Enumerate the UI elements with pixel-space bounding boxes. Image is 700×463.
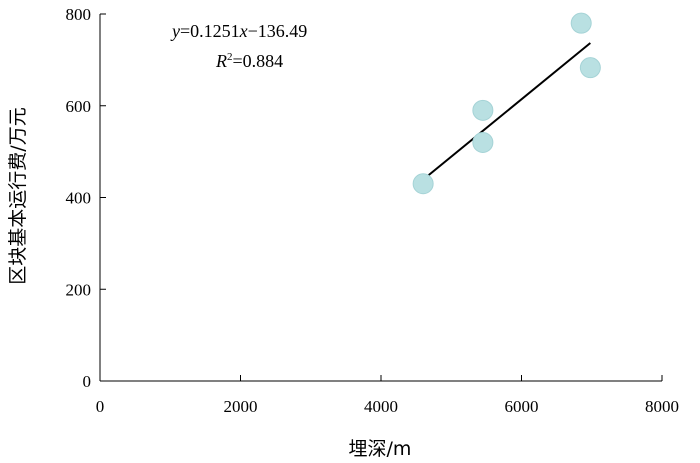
y-tick-label-4: 800 [66, 5, 92, 24]
equation-text: y=0.1251x−136.49 [170, 21, 307, 41]
r-squared-text: R2=0.884 [215, 51, 283, 71]
data-points [412, 12, 601, 195]
y-tick-label-2: 400 [66, 189, 92, 208]
y-tick-label-0: 0 [83, 372, 92, 391]
y-ticks: 0 200 400 600 800 [66, 5, 106, 391]
x-axis-label: 埋深/m [349, 438, 412, 460]
trend-line [422, 42, 591, 181]
data-point-4 [579, 57, 601, 79]
data-point-1 [472, 99, 494, 121]
data-point-3 [570, 12, 592, 34]
y-tick-label-3: 600 [66, 97, 92, 116]
x-ticks: 0 2000 4000 6000 8000 [96, 375, 679, 416]
x-tick-label-2: 4000 [364, 397, 398, 416]
data-point-0 [412, 173, 434, 195]
y-axis-label: 区块基本运行费/万元 [7, 107, 29, 284]
x-tick-label-1: 2000 [224, 397, 258, 416]
x-tick-label-0: 0 [96, 397, 105, 416]
data-point-2 [472, 131, 494, 153]
y-tick-label-1: 200 [66, 280, 92, 299]
plot-area [99, 14, 662, 382]
x-tick-label-4: 8000 [645, 397, 679, 416]
x-tick-label-3: 6000 [505, 397, 539, 416]
